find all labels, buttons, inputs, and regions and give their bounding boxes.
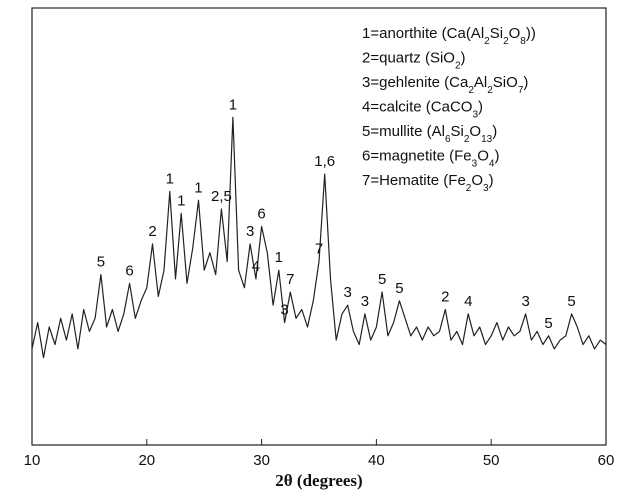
subscript: 2 — [464, 134, 470, 145]
legend-text: 5=mullite (Al — [362, 123, 445, 140]
peak-label: 2 — [441, 289, 449, 306]
legend-text: O — [469, 123, 481, 140]
peak-label: 3 — [361, 293, 369, 310]
subscript: 13 — [481, 134, 493, 145]
peak-label: 7 — [286, 271, 294, 288]
peak-label: 1 — [194, 179, 202, 196]
x-tick-label: 30 — [253, 452, 270, 469]
x-tick-label: 50 — [483, 452, 500, 469]
legend-text: Si — [490, 25, 503, 42]
legend-text: 7=Hematite (Fe — [362, 172, 466, 189]
subscript: 4 — [489, 158, 495, 169]
peak-label: 5 — [544, 315, 552, 332]
plot-frame — [31, 7, 607, 446]
peak-label: 1 — [166, 171, 174, 188]
legend-entry: 2=quartz (SiO2) — [362, 50, 466, 72]
legend-entry: 4=calcite (CaCO3) — [362, 99, 483, 121]
legend-text: ) — [494, 148, 499, 165]
subscript: 2 — [487, 85, 493, 96]
x-tick-label: 10 — [24, 452, 41, 469]
x-tick-label: 40 — [368, 452, 385, 469]
legend-text: ) — [489, 172, 494, 189]
legend-text: ) — [523, 74, 528, 91]
legend-text: O — [471, 172, 483, 189]
peak-label: 1 — [275, 249, 283, 266]
peak-label: 2,5 — [211, 188, 232, 205]
legend-text: ) — [492, 123, 497, 140]
x-axis-label: 2θ (degrees) — [275, 471, 362, 490]
subscript: 3 — [483, 183, 489, 194]
peak-label: 7 — [315, 240, 323, 257]
legend-text: SiO — [493, 74, 518, 91]
legend-entry: 1=anorthite (Ca(Al2Si2O8)) — [362, 25, 536, 47]
legend-text: ) — [461, 50, 466, 67]
legend-text: )) — [526, 25, 536, 42]
legend-entry: 7=Hematite (Fe2O3) — [362, 172, 494, 194]
subscript: 2 — [468, 85, 474, 96]
subscript: 2 — [484, 36, 490, 47]
pattern-line — [31, 116, 607, 359]
subscript: 7 — [518, 85, 524, 96]
peak-label: 6 — [125, 262, 133, 279]
peak-label: 3 — [246, 223, 254, 240]
legend-entry: 3=gehlenite (Ca2Al2SiO7) — [362, 74, 528, 96]
subscript: 2 — [466, 183, 472, 194]
peak-label: 4 — [464, 293, 472, 310]
peak-label: 1 — [177, 192, 185, 209]
subscript: 3 — [472, 158, 478, 169]
x-tick-label: 60 — [598, 452, 615, 469]
legend-text: ) — [478, 99, 483, 116]
subscript: 8 — [520, 36, 526, 47]
peak-label: 1 — [229, 96, 237, 113]
peak-label: 5 — [567, 293, 575, 310]
subscript: 6 — [445, 134, 451, 145]
legend-text: O — [509, 25, 521, 42]
peak-label: 5 — [395, 280, 403, 297]
peak-label: 3 — [280, 302, 288, 319]
legend-text: 3=gehlenite (Ca — [362, 74, 469, 91]
legend-text: Al — [474, 74, 487, 91]
subscript: 2 — [455, 60, 461, 71]
peak-label: 1,6 — [314, 153, 335, 170]
peak-label: 2 — [148, 223, 156, 240]
peak-label: 4 — [252, 258, 260, 275]
legend-text: Si — [451, 123, 464, 140]
x-tick-label: 20 — [138, 452, 155, 469]
legend-text: 4=calcite (CaCO — [362, 99, 472, 116]
peak-label: 5 — [97, 254, 105, 271]
legend-text: 1=anorthite (Ca(Al — [362, 25, 484, 42]
legend-text: 2=quartz (SiO — [362, 50, 455, 67]
subscript: 2 — [503, 36, 509, 47]
peak-label: 3 — [521, 293, 529, 310]
subscript: 3 — [472, 109, 478, 120]
peak-label: 6 — [257, 206, 265, 223]
legend-entry: 6=magnetite (Fe3O4) — [362, 148, 499, 170]
legend-text: O — [477, 148, 489, 165]
peak-label: 5 — [378, 271, 386, 288]
peak-label: 3 — [344, 284, 352, 301]
legend-entry: 5=mullite (Al6Si2O13) — [362, 123, 497, 145]
legend-text: 6=magnetite (Fe — [362, 148, 472, 165]
